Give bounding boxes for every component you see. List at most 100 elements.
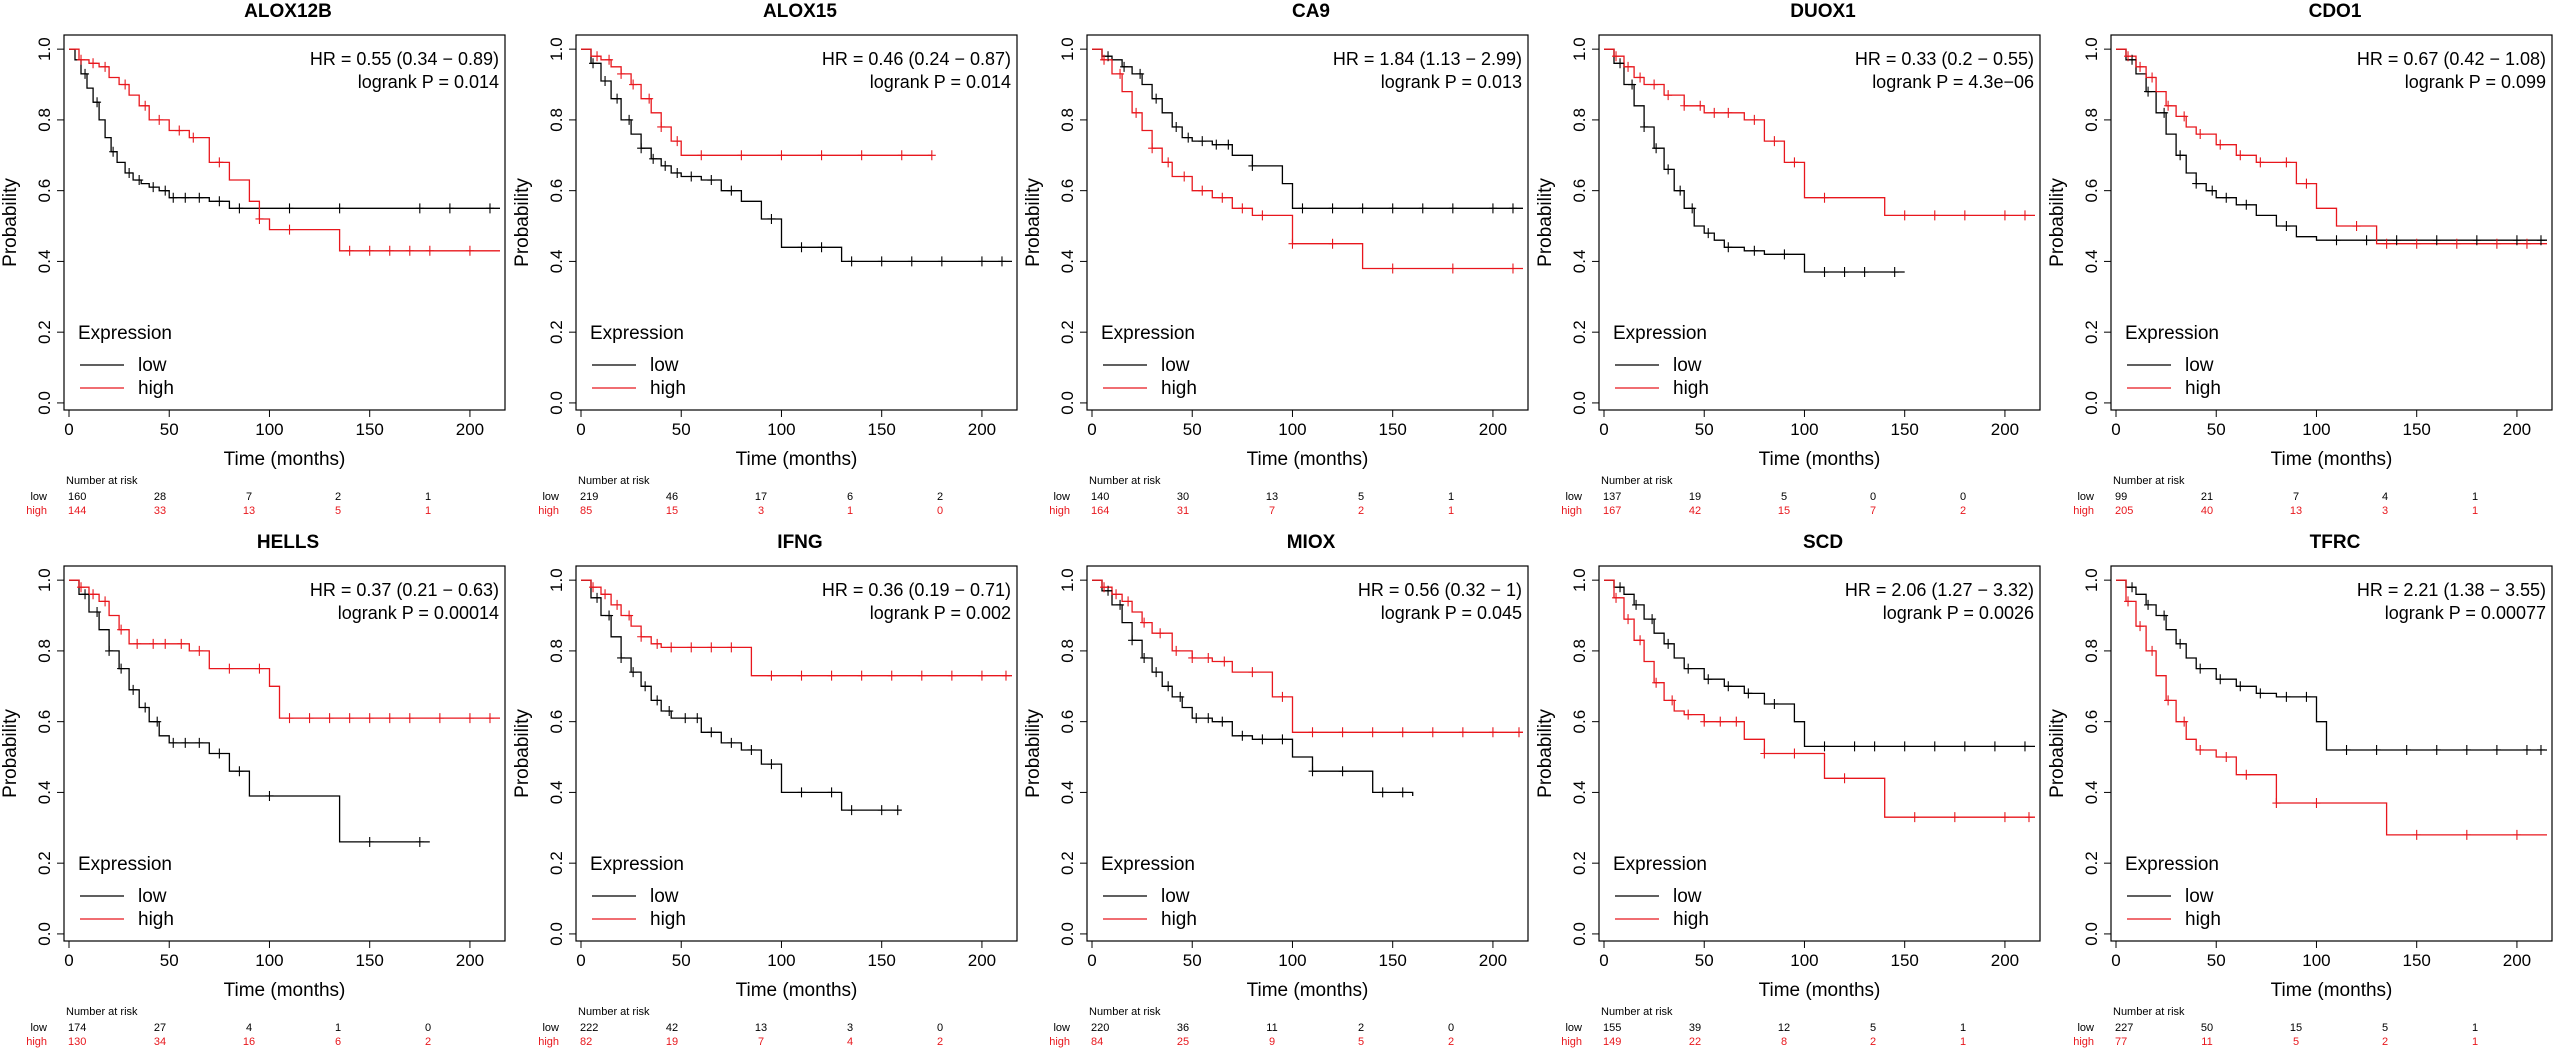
x-tick-label: 150 xyxy=(356,420,384,439)
censor-mark-high xyxy=(2164,695,2173,706)
risk-row-label-low: low xyxy=(542,491,559,503)
y-tick-label: 0.4 xyxy=(2082,250,2101,274)
censor-mark-low xyxy=(415,203,424,214)
censor-mark-low xyxy=(827,787,836,798)
censor-mark-low xyxy=(1298,203,1307,214)
censor-mark-low xyxy=(1724,242,1733,253)
censor-mark-high xyxy=(485,713,494,724)
censor-mark-high xyxy=(1732,716,1741,727)
censor-mark-low xyxy=(125,167,134,178)
censor-mark-high xyxy=(1172,645,1181,656)
risk-count-high: 149 xyxy=(1603,1036,1621,1048)
risk-count-high: 16 xyxy=(243,1036,255,1048)
y-tick-label: 0.2 xyxy=(2082,320,2101,344)
censor-mark-low xyxy=(235,766,244,777)
legend-title: Expression xyxy=(2125,323,2219,344)
censor-mark-high xyxy=(977,670,986,681)
y-tick-label: 0.8 xyxy=(1058,639,1077,663)
km-curve-high xyxy=(1092,48,1523,270)
legend-label-low: low xyxy=(1161,886,1190,907)
risk-count-high: 11 xyxy=(2201,1036,2212,1048)
risk-count-low: 13 xyxy=(755,1022,767,1034)
plot-title: MIOX xyxy=(1287,532,1336,553)
censor-mark-low xyxy=(593,592,602,603)
x-tick-label: 100 xyxy=(767,420,795,439)
censor-mark-low xyxy=(707,175,716,186)
km-plot: HELLS 0.0 0.2 0.4 0.6 0.8 1.0 0 50 100 150 200 Time … xyxy=(0,532,506,1048)
censor-mark-low xyxy=(2402,744,2411,755)
risk-count-low: 36 xyxy=(1177,1022,1189,1034)
x-axis-label: Time (months) xyxy=(736,449,858,470)
censor-mark-low xyxy=(2144,599,2153,610)
censor-mark-high xyxy=(2148,645,2157,656)
censor-mark-high xyxy=(593,51,602,62)
censor-mark-low xyxy=(235,203,244,214)
y-tick-label: 0.6 xyxy=(547,179,566,203)
censor-mark-low xyxy=(1960,741,1969,752)
censor-mark-high xyxy=(1458,727,1467,738)
censor-mark-high xyxy=(1308,727,1317,738)
censor-mark-high xyxy=(1132,107,1141,118)
censor-mark-high xyxy=(2124,51,2133,62)
censor-mark-low xyxy=(707,727,716,738)
censor-mark-high xyxy=(2180,716,2189,727)
censor-mark-high xyxy=(2216,139,2225,150)
risk-count-low: 5 xyxy=(1870,1022,1876,1034)
censor-mark-low xyxy=(1358,203,1367,214)
y-tick-label: 1.0 xyxy=(35,37,54,61)
y-axis-label: Probability xyxy=(1535,178,1556,267)
censor-mark-low xyxy=(687,171,696,182)
risk-count-low: 155 xyxy=(1603,1022,1621,1034)
risk-count-low: 140 xyxy=(1091,491,1109,503)
censor-mark-high xyxy=(2452,238,2461,249)
y-tick-label: 0.8 xyxy=(1570,639,1589,663)
censor-mark-high xyxy=(1148,143,1157,154)
censor-mark-low xyxy=(81,589,90,600)
legend-title: Expression xyxy=(2125,854,2219,875)
censor-mark-high xyxy=(1636,635,1645,646)
censor-mark-high xyxy=(1112,589,1121,600)
y-tick-label: 0.8 xyxy=(547,108,566,132)
y-tick-label: 0.8 xyxy=(1058,108,1077,132)
plot-frame xyxy=(1598,565,2041,942)
legend-label-high: high xyxy=(1161,378,1197,399)
censor-mark-high xyxy=(1428,727,1437,738)
y-axis-label: Probability xyxy=(1535,709,1556,798)
censor-mark-low xyxy=(1204,713,1213,724)
logrank-p: logrank P = 0.099 xyxy=(2405,72,2546,92)
censor-mark-low xyxy=(1164,681,1173,692)
censor-mark-low xyxy=(2362,235,2371,246)
censor-mark-low xyxy=(149,182,158,193)
censor-mark-low xyxy=(1664,164,1673,175)
risk-count-low: 46 xyxy=(666,491,678,503)
risk-count-low: 12 xyxy=(1778,1022,1790,1034)
plot-title: ALOX15 xyxy=(763,1,837,22)
censor-mark-low xyxy=(2492,744,2501,755)
y-axis-label: Probability xyxy=(512,178,533,267)
x-tick-label: 0 xyxy=(1087,951,1096,970)
risk-count-low: 21 xyxy=(2201,491,2213,503)
censor-mark-high xyxy=(727,642,736,653)
legend-label-low: low xyxy=(2185,355,2214,376)
risk-count-low: 2 xyxy=(335,491,341,503)
y-tick-label: 0.8 xyxy=(35,108,54,132)
censor-mark-high xyxy=(2222,752,2231,763)
censor-mark-high xyxy=(155,114,164,125)
risk-count-low: 42 xyxy=(666,1022,678,1034)
risk-count-low: 5 xyxy=(2382,1022,2388,1034)
censor-mark-high xyxy=(1930,210,1939,221)
risk-count-high: 15 xyxy=(1778,505,1790,517)
x-tick-label: 0 xyxy=(64,951,73,970)
censor-mark-low xyxy=(2160,610,2169,621)
legend-label-low: low xyxy=(650,355,679,376)
risk-count-high: 6 xyxy=(335,1036,341,1048)
censor-mark-low xyxy=(1990,741,1999,752)
y-axis-label: Probability xyxy=(0,709,21,798)
censor-mark-low xyxy=(1688,203,1697,214)
risk-table-title: Number at risk xyxy=(1089,1006,1161,1018)
y-tick-label: 1.0 xyxy=(547,568,566,592)
censor-mark-high xyxy=(605,54,614,65)
censor-mark-low xyxy=(1238,730,1247,741)
legend-label-high: high xyxy=(1161,909,1197,930)
